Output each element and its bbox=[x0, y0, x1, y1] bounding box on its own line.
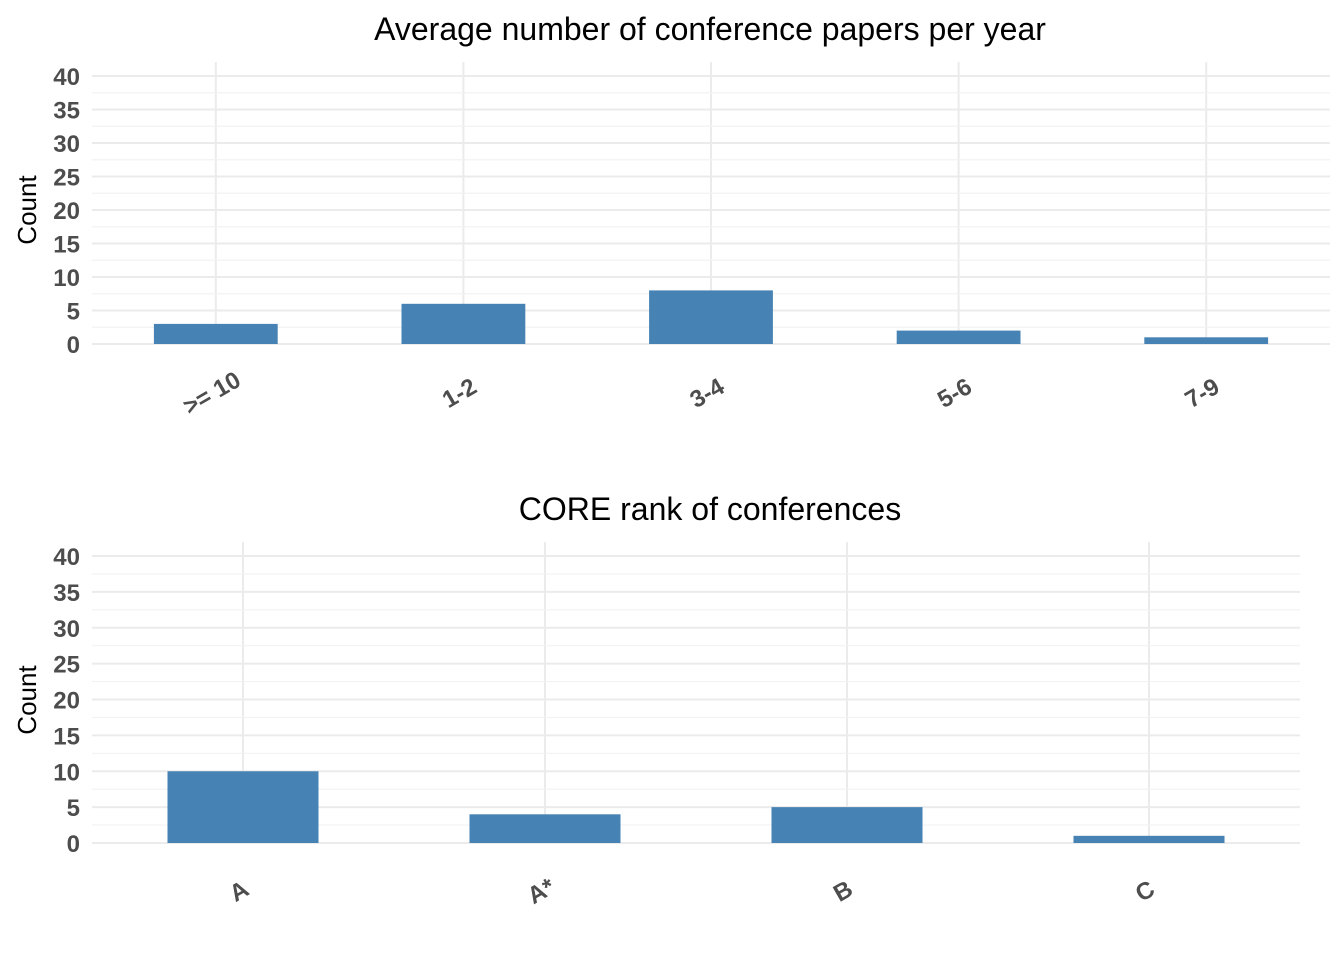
bar bbox=[469, 814, 621, 843]
x-tick-label: >= 10 bbox=[179, 366, 246, 420]
chart-title: Average number of conference papers per … bbox=[374, 11, 1046, 47]
x-tick-label: 3-4 bbox=[685, 373, 729, 414]
y-tick-label: 35 bbox=[53, 580, 80, 607]
y-tick-label: 5 bbox=[67, 299, 80, 326]
y-tick-label: 20 bbox=[53, 688, 80, 715]
y-tick-label: 30 bbox=[53, 131, 80, 158]
y-tick-label: 10 bbox=[53, 759, 80, 786]
y-tick-label: 30 bbox=[53, 616, 80, 643]
y-tick-label: 5 bbox=[67, 795, 80, 822]
y-tick-label: 25 bbox=[53, 652, 80, 679]
y-tick-label: 20 bbox=[53, 198, 80, 225]
y-tick-label: 15 bbox=[53, 232, 80, 259]
y-tick-label: 40 bbox=[53, 544, 80, 571]
y-tick-label: 15 bbox=[53, 723, 80, 750]
bar bbox=[896, 330, 1021, 344]
bars bbox=[167, 771, 1225, 843]
chart-papers-per-year: Average number of conference papers per … bbox=[12, 11, 1330, 421]
chart-core-rank: CORE rank of conferences Count 0 5 10 15 20 2… bbox=[12, 491, 1300, 910]
bar bbox=[1144, 337, 1269, 344]
y-tick-labels: 0 5 10 15 20 25 30 35 40 bbox=[53, 544, 80, 858]
x-tick-label: A bbox=[225, 875, 254, 907]
bar bbox=[401, 303, 526, 344]
x-tick-label: 1-2 bbox=[438, 373, 482, 414]
bar bbox=[1073, 835, 1225, 843]
x-tick-label: 5-6 bbox=[933, 373, 977, 414]
bars bbox=[153, 290, 1269, 344]
x-tick-labels: >= 10 1-2 3-4 5-6 7-9 bbox=[179, 366, 1225, 420]
y-tick-label: 0 bbox=[67, 332, 80, 359]
y-axis-label: Count bbox=[12, 665, 42, 735]
y-tick-label: 25 bbox=[53, 165, 80, 192]
y-tick-label: 40 bbox=[53, 64, 80, 91]
x-tick-label: B bbox=[829, 875, 858, 907]
chart-title: CORE rank of conferences bbox=[519, 491, 901, 527]
y-tick-label: 35 bbox=[53, 98, 80, 125]
x-tick-label: A* bbox=[523, 873, 560, 910]
bar bbox=[153, 323, 278, 344]
bar bbox=[771, 807, 923, 843]
y-tick-label: 0 bbox=[67, 831, 80, 858]
bar bbox=[167, 771, 319, 843]
y-tick-label: 10 bbox=[53, 265, 80, 292]
x-tick-label: C bbox=[1131, 875, 1160, 907]
x-tick-label: 7-9 bbox=[1181, 373, 1225, 414]
y-tick-labels: 0 5 10 15 20 25 30 35 40 bbox=[53, 64, 80, 359]
x-tick-labels: A A* B C bbox=[225, 873, 1160, 910]
bar bbox=[649, 290, 773, 344]
y-axis-label: Count bbox=[12, 175, 42, 245]
